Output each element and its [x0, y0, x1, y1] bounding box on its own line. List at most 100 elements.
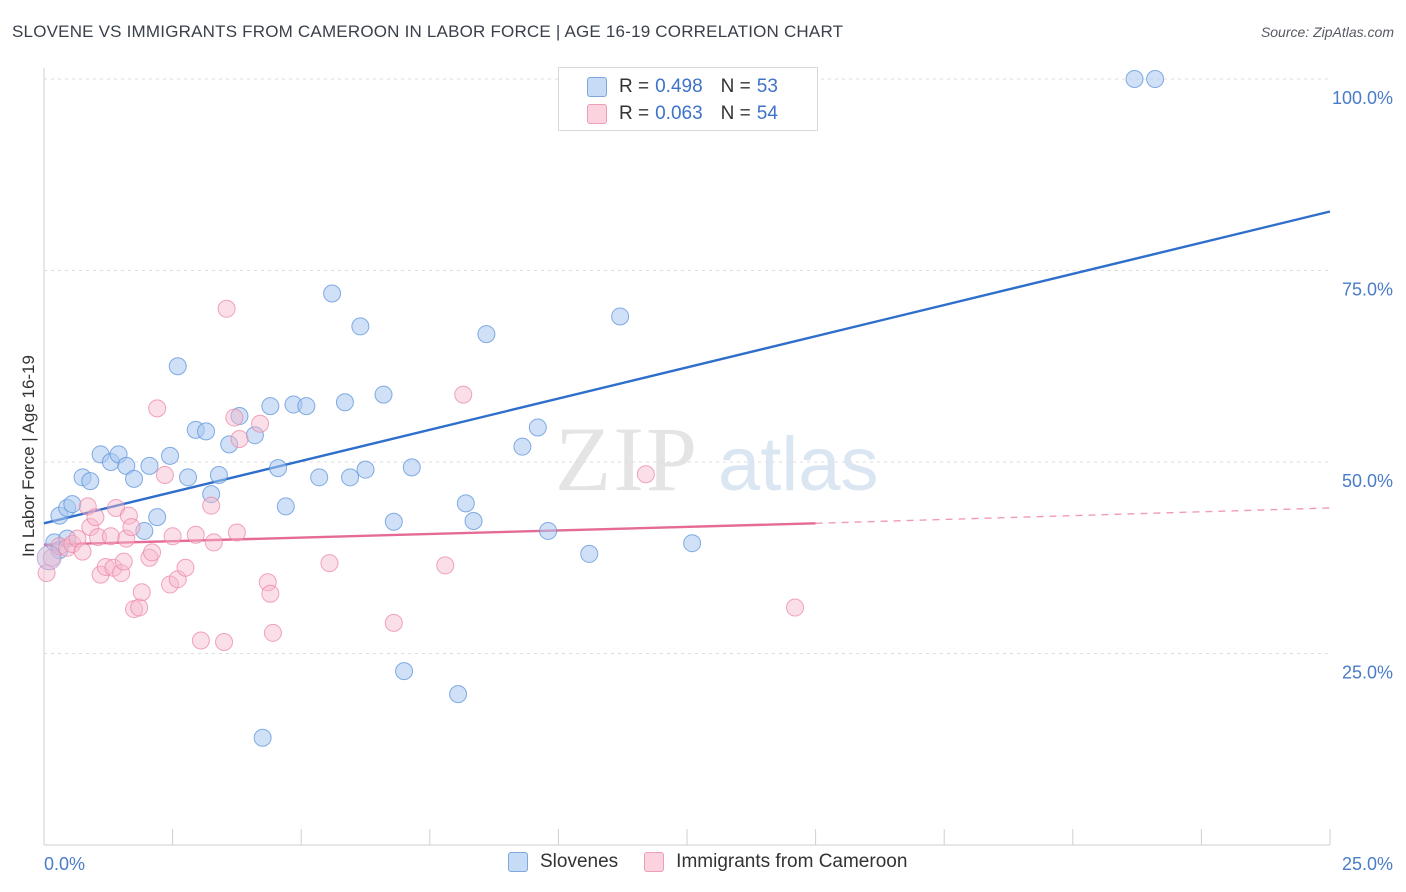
slovene-point[interactable]: [245, 426, 264, 445]
legend-item-slovenes[interactable]: Slovenes: [508, 851, 618, 873]
y-tick-label: 100.0%: [1332, 88, 1393, 108]
slovene-point[interactable]: [374, 385, 393, 404]
cameroon-point[interactable]: [227, 523, 246, 542]
slovene-point[interactable]: [253, 728, 272, 747]
cameroon-point[interactable]: [86, 508, 105, 527]
cameroon-point[interactable]: [101, 527, 120, 546]
cameroon-point[interactable]: [96, 557, 115, 576]
slovene-point[interactable]: [197, 422, 216, 441]
slovene-point[interactable]: [140, 456, 159, 475]
cameroon-point[interactable]: [251, 414, 270, 433]
y-tick-label: 50.0%: [1342, 471, 1393, 491]
slovene-point[interactable]: [611, 307, 630, 326]
legend-r-label: R =: [619, 76, 650, 97]
slovene-point[interactable]: [356, 460, 375, 479]
cameroon-point[interactable]: [261, 584, 280, 603]
cameroon-point[interactable]: [225, 408, 244, 427]
cameroon-point[interactable]: [176, 558, 195, 577]
cameroon-point[interactable]: [454, 385, 473, 404]
slovene-point[interactable]: [683, 534, 702, 553]
slovene-point[interactable]: [335, 393, 354, 412]
gridlines: [44, 78, 1330, 654]
slovene-point[interactable]: [179, 468, 198, 487]
cameroon-point[interactable]: [163, 527, 182, 546]
legend-n-label: N =: [720, 76, 751, 97]
slovene-point[interactable]: [323, 284, 342, 303]
cameroon-point[interactable]: [258, 573, 277, 592]
slovene-point[interactable]: [351, 317, 370, 336]
slovene-point[interactable]: [477, 325, 496, 344]
cameroon-point[interactable]: [217, 299, 236, 318]
slovene-point[interactable]: [209, 466, 228, 485]
cameroon-point[interactable]: [186, 525, 205, 544]
slovene-point[interactable]: [341, 468, 360, 487]
cameroon-point[interactable]: [73, 542, 92, 561]
correlation-legend: R = 0.498 N = 53 R = 0.063 N = 54: [558, 67, 818, 131]
cameroon-point[interactable]: [140, 548, 159, 567]
slovene-point[interactable]: [168, 357, 187, 376]
slovene-point[interactable]: [220, 435, 239, 454]
chart-title: SLOVENE VS IMMIGRANTS FROM CAMEROON IN L…: [12, 22, 844, 41]
cameroon-point[interactable]: [130, 598, 149, 617]
slovene-point[interactable]: [456, 494, 475, 513]
cameroon-point[interactable]: [122, 518, 141, 537]
cameroon-point[interactable]: [112, 564, 131, 583]
slovene-point[interactable]: [269, 459, 288, 478]
tick-labels: 100.0% 75.0% 50.0% 25.0% 0.0% 25.0%: [44, 88, 1393, 874]
slovene-point[interactable]: [395, 662, 414, 681]
slovene-point[interactable]: [161, 446, 180, 465]
slovene-point[interactable]: [81, 472, 100, 491]
slovene-point[interactable]: [464, 511, 483, 530]
cameroon-point[interactable]: [384, 613, 403, 632]
cameroon-point[interactable]: [436, 556, 455, 575]
slovene-point[interactable]: [402, 458, 421, 477]
slovene-point[interactable]: [513, 437, 532, 456]
cameroon-point[interactable]: [202, 496, 221, 515]
slovene-point[interactable]: [297, 397, 316, 416]
cameroon-point[interactable]: [119, 506, 138, 525]
legend-swatch-slovenes: [587, 77, 607, 97]
slovene-point[interactable]: [449, 685, 468, 704]
slovene-point[interactable]: [148, 508, 167, 527]
cameroon-point[interactable]: [114, 552, 133, 571]
legend-n-value: 54: [756, 103, 778, 124]
slovene-point[interactable]: [276, 497, 295, 516]
cameroon-point[interactable]: [263, 623, 282, 642]
cameroon-point[interactable]: [132, 583, 151, 602]
slovene-point[interactable]: [63, 495, 82, 514]
cameroon-point[interactable]: [148, 399, 167, 418]
cameroon-point[interactable]: [786, 598, 805, 617]
cameroon-point[interactable]: [89, 528, 108, 547]
slovene-point[interactable]: [310, 468, 329, 487]
legend-row-slovenes: R = 0.498 N = 53: [559, 74, 778, 100]
slovene-trend-line: [43, 210, 1331, 525]
cameroon-point[interactable]: [204, 533, 223, 552]
slovene-point[interactable]: [528, 418, 547, 437]
slovene-point[interactable]: [1146, 70, 1165, 88]
cameroon-point[interactable]: [215, 633, 234, 652]
cameroon-point[interactable]: [636, 465, 655, 484]
cameroon-point[interactable]: [320, 554, 339, 573]
cameroon-trend-extension: [815, 507, 1331, 524]
cameroon-point[interactable]: [117, 529, 136, 548]
cameroon-point[interactable]: [63, 534, 82, 553]
cameroon-point[interactable]: [155, 466, 174, 485]
slovene-point[interactable]: [1125, 70, 1144, 88]
slovene-point[interactable]: [125, 469, 144, 488]
legend-label-slovenes: Slovenes: [540, 851, 619, 872]
slovene-point[interactable]: [58, 529, 77, 548]
cameroon-point[interactable]: [143, 543, 162, 562]
slovene-point[interactable]: [580, 544, 599, 563]
cameroon-point[interactable]: [230, 430, 249, 449]
legend-item-cameroon[interactable]: Immigrants from Cameroon: [644, 851, 907, 873]
y-tick-label: 75.0%: [1342, 280, 1393, 300]
cluster-point[interactable]: [36, 545, 62, 571]
cameroon-point[interactable]: [191, 631, 210, 650]
legend-row-cameroon: R = 0.063 N = 54: [559, 101, 778, 127]
slovene-point[interactable]: [261, 397, 280, 416]
slovene-point[interactable]: [384, 512, 403, 531]
slovene-point[interactable]: [539, 521, 558, 540]
cameroon-point[interactable]: [81, 518, 100, 537]
axes: [43, 68, 1331, 846]
data-points[interactable]: [36, 70, 1165, 747]
